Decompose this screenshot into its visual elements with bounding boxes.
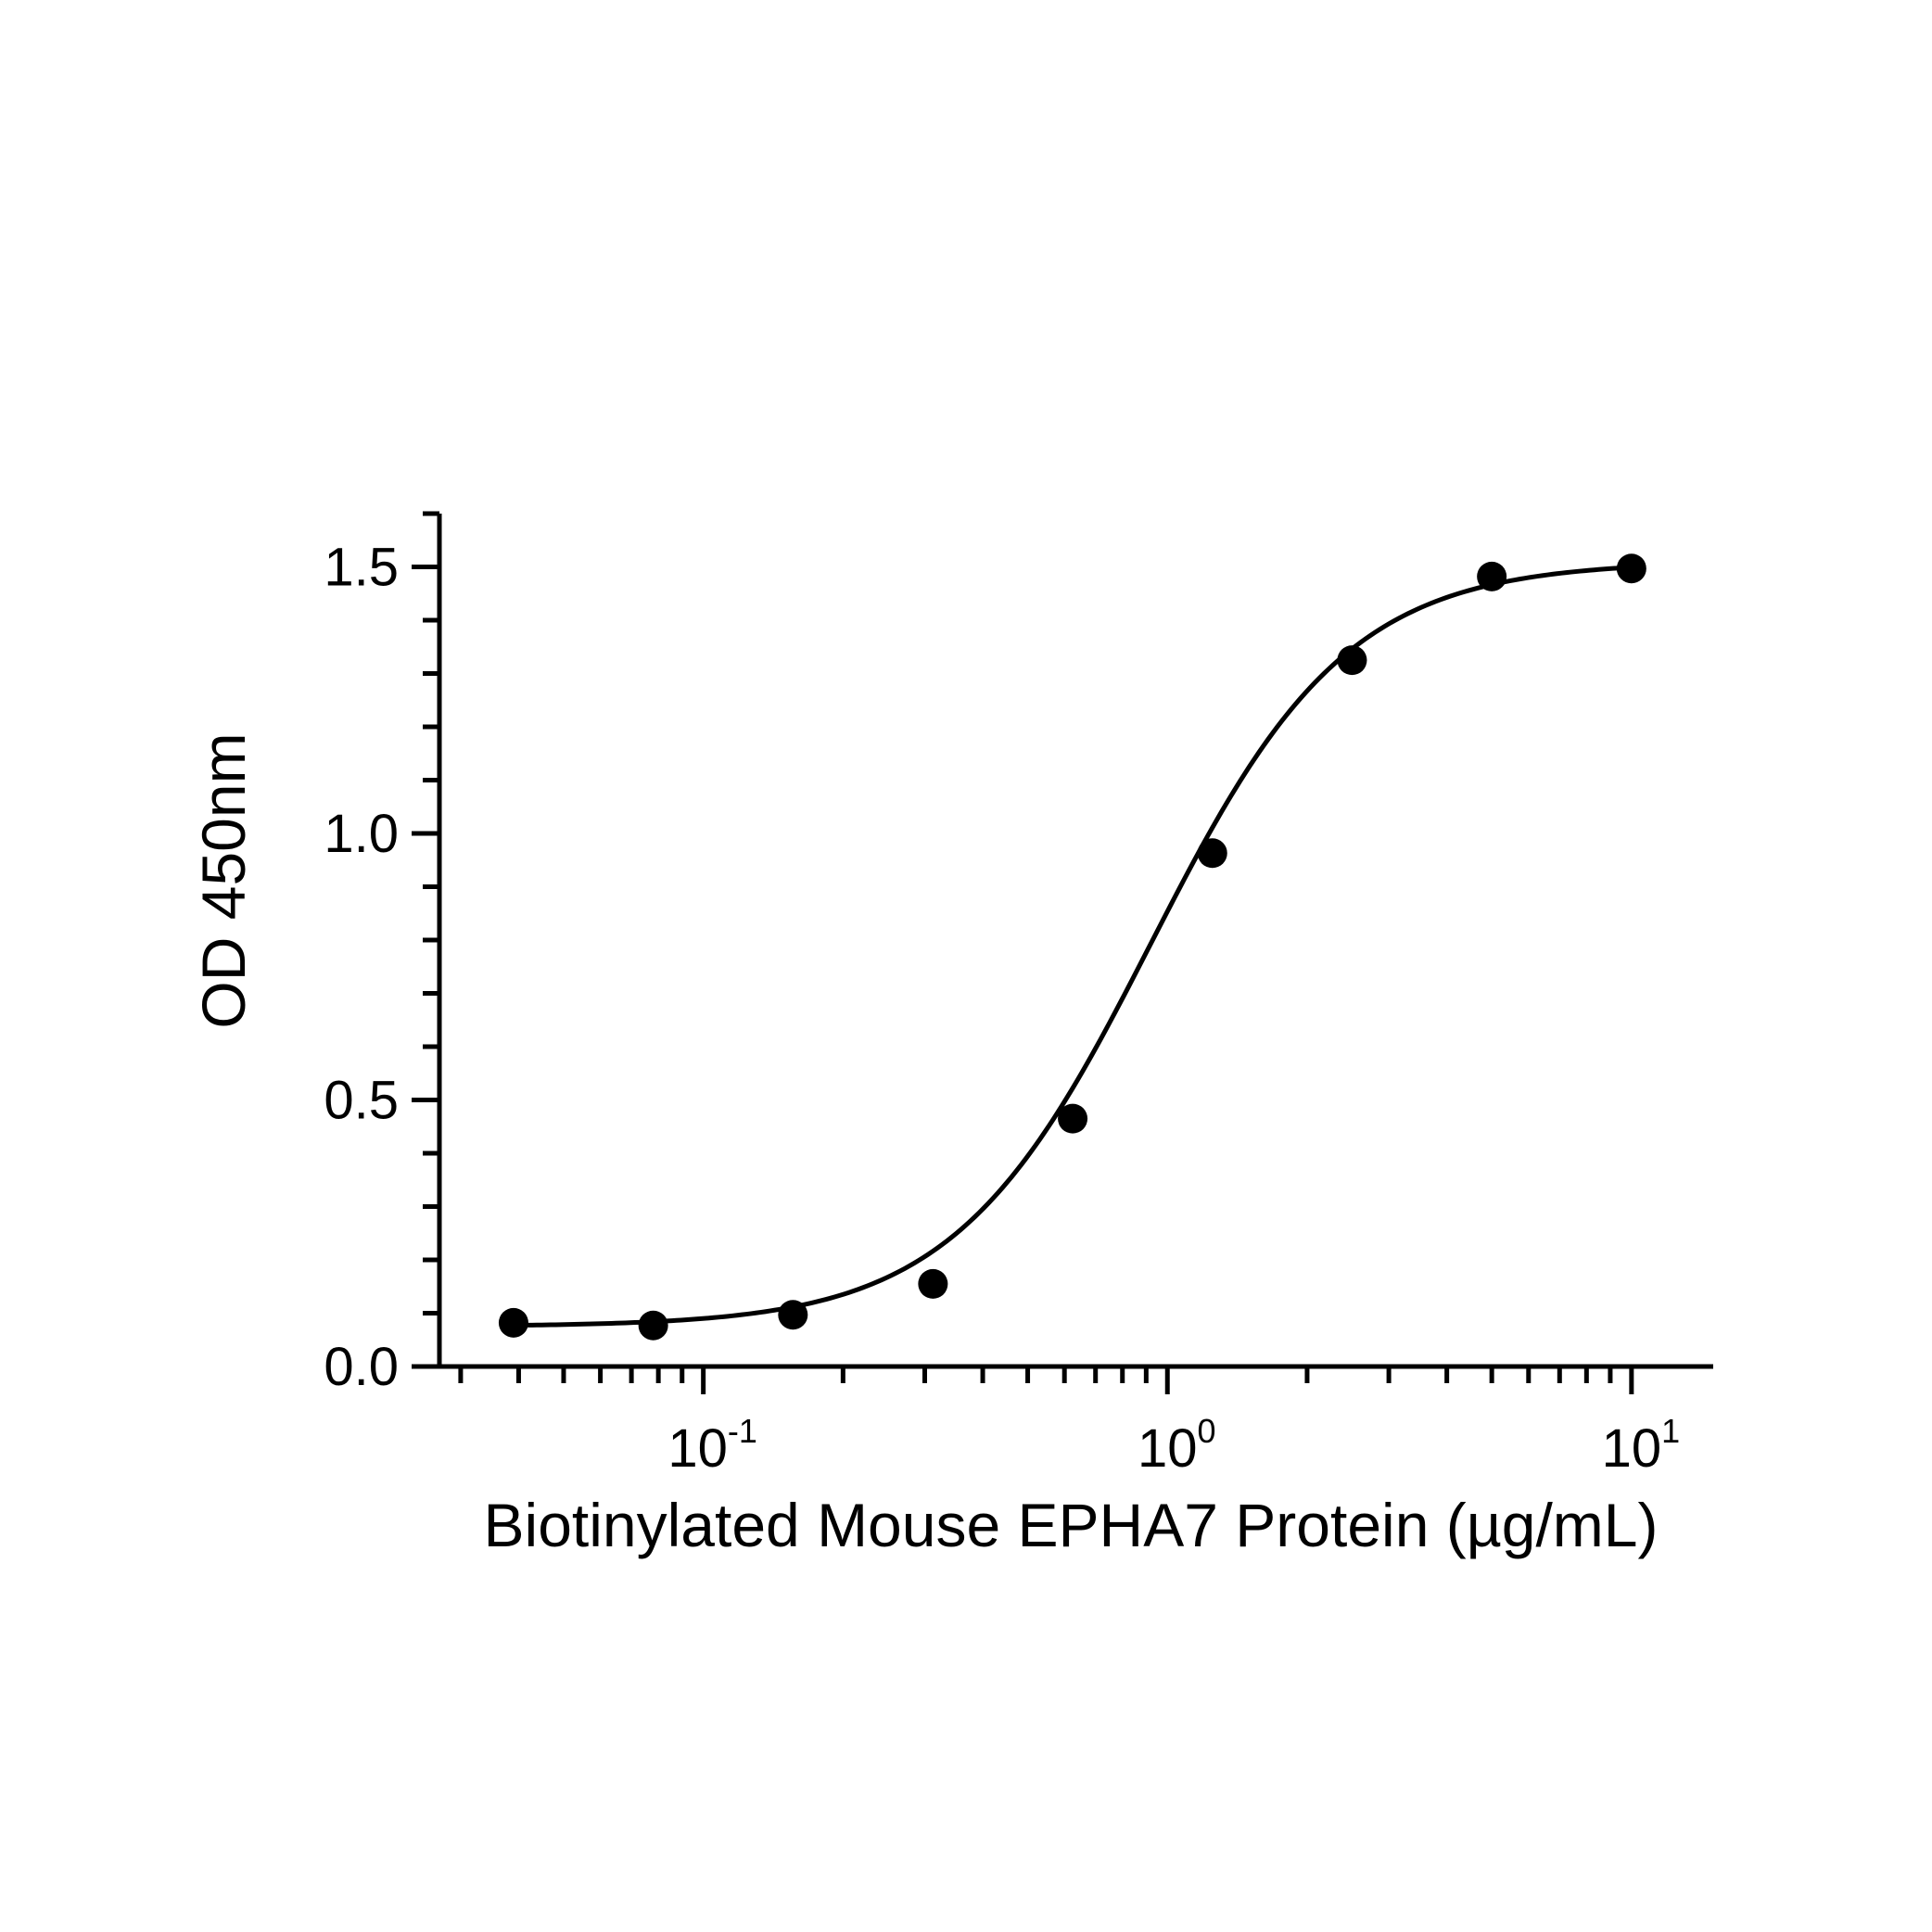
data-point [1058, 1103, 1088, 1134]
y-axis: 0.0 0.5 1.0 1.5 [324, 511, 442, 1397]
y-tick-label: 0.0 [324, 1337, 399, 1397]
data-point [1337, 645, 1367, 676]
data-point [918, 1268, 948, 1299]
x-tick-label: 10-1 [667, 1412, 757, 1479]
data-point [1197, 838, 1227, 869]
y-tick-label: 0.5 [324, 1071, 399, 1131]
x-tick-label: 101 [1602, 1412, 1681, 1479]
data-point [498, 1307, 528, 1338]
x-axis: 10-1 100 101 [438, 1364, 1713, 1479]
fit-curve [513, 565, 1632, 1328]
data-point [778, 1300, 808, 1330]
y-tick-label: 1.5 [324, 538, 399, 598]
data-point [638, 1310, 668, 1341]
x-tick-label: 100 [1138, 1412, 1216, 1479]
fit-curve-layer [513, 565, 1632, 1328]
x-axis-title: Biotinylated Mouse EPHA7 Protein (µg/mL) [484, 1491, 1659, 1559]
data-point [1477, 561, 1507, 591]
y-axis-title: OD 450nm [189, 732, 258, 1028]
data-point [1616, 553, 1646, 584]
y-tick-label: 1.0 [324, 804, 399, 864]
data-points [498, 553, 1646, 1341]
